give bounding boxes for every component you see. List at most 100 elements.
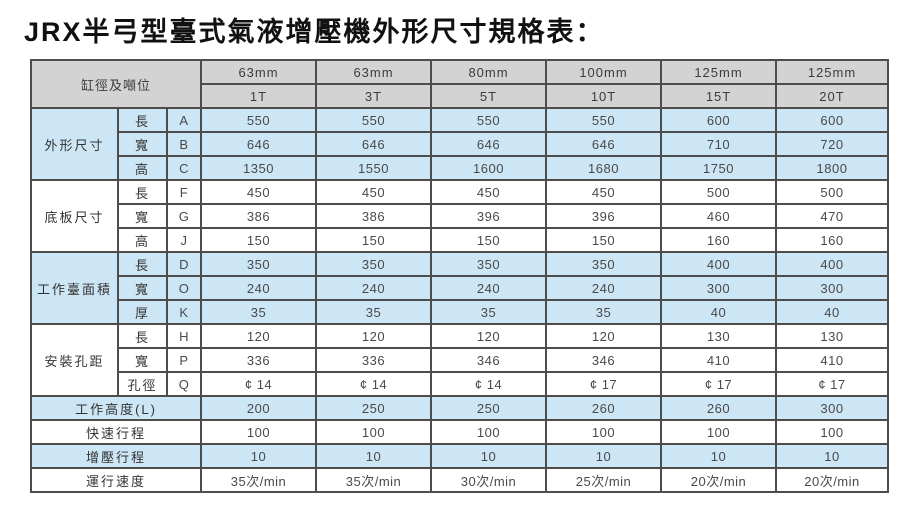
table-cell: 470 [775,203,889,229]
table-cell: 240 [545,275,663,301]
row-group-label: 工作臺面積 [30,251,119,325]
table-cell: 396 [545,203,663,229]
table-row: 工作臺面積 長 D 350 350 350 350 400 400 [30,251,889,325]
dim-label: 寬 [117,131,168,157]
table-cell: 250 [315,395,433,421]
table-cell: 300 [660,275,778,301]
table-cell: 350 [430,251,548,277]
table-cell: 336 [315,347,433,373]
table-cell: 10 [430,443,548,469]
table-cell: 100 [545,419,663,445]
table-cell: 410 [660,347,778,373]
table-row: 增壓行程 10 10 10 10 10 10 [29,443,889,469]
dim-label: 寬 [117,347,168,373]
table-cell: 10 [775,443,889,469]
table-cell: 100 [660,419,778,445]
dim-label: 長 [117,323,168,349]
tonnage-header: 1T [200,83,318,109]
table-cell: 710 [660,131,778,157]
code-label: G [165,203,203,229]
tonnage-header: 3T [315,83,433,109]
code-label: D [165,251,203,277]
spec-table: 缸徑及噸位 63mm 63mm 80mm 100mm 125mm 125mm 1… [29,59,889,493]
bore-header: 63mm [315,59,433,85]
table-cell: 646 [200,131,318,157]
table-cell: 130 [775,323,889,349]
table-cell: ¢ 14 [315,371,433,397]
table-cell: 35 [545,299,663,325]
bore-header: 100mm [545,59,663,85]
dim-label: 寬 [117,203,168,229]
code-label: H [165,323,203,349]
table-cell: 120 [430,323,548,349]
table-cell: 120 [315,323,433,349]
tonnage-header: 15T [660,83,778,109]
table-cell: 130 [660,323,778,349]
summary-row-label: 工作高度(L) [29,395,203,421]
table-cell: 550 [545,107,663,133]
dim-label: 厚 [117,299,168,325]
table-cell: 240 [430,275,548,301]
bore-header: 80mm [430,59,548,85]
table-cell: 1800 [775,155,889,181]
table-row: 工作高度(L) 200 250 250 260 260 300 [29,395,889,421]
code-label: Q [165,371,203,397]
table-cell: 35 [200,299,318,325]
code-label: P [165,347,203,373]
table-cell: 400 [660,251,778,277]
table-cell: 346 [430,347,548,373]
tonnage-header: 20T [775,83,889,109]
table-cell: 646 [315,131,433,157]
row-group-label: 安裝孔距 [30,323,119,397]
table-cell: 260 [545,395,663,421]
table-cell: 646 [545,131,663,157]
table-row: 厚 K 35 35 35 35 40 40 [31,299,889,325]
bore-header: 125mm [660,59,778,85]
table-cell: 350 [200,251,318,277]
table-cell: 450 [315,179,433,205]
dim-label: 長 [117,251,168,277]
table-cell: 350 [315,251,433,277]
table-cell: ¢ 17 [660,371,778,397]
table-cell: 550 [200,107,318,133]
table-cell: 10 [545,443,663,469]
dim-label: 長 [117,179,168,205]
dim-label: 長 [117,107,168,133]
table-cell: 35 [430,299,548,325]
table-cell: 350 [545,251,663,277]
table-cell: 35次/min [200,467,318,493]
table-cell: 410 [775,347,889,373]
table-cell: 386 [315,203,433,229]
table-cell: 1350 [200,155,318,181]
table-cell: 20次/min [775,467,889,493]
table-cell: 500 [660,179,778,205]
table-cell: 100 [430,419,548,445]
table-cell: 35 [315,299,433,325]
table-cell: 450 [545,179,663,205]
row-group-label: 底板尺寸 [30,179,119,253]
table-cell: 150 [430,227,548,253]
table-row: 運行速度 35次/min 35次/min 30次/min 25次/min 20次… [29,467,889,493]
table-cell: 150 [315,227,433,253]
code-label: O [165,275,203,301]
tonnage-header: 5T [430,83,548,109]
table-cell: 260 [660,395,778,421]
table-cell: 600 [660,107,778,133]
table-row: 安裝孔距 長 H 120 120 120 120 130 130 [30,323,889,397]
code-label: K [165,299,203,325]
header-row-bore: 缸徑及噸位 63mm 63mm 80mm 100mm 125mm 125mm [29,59,889,109]
table-cell: 200 [200,395,318,421]
table-row: 孔徑 Q ¢ 14 ¢ 14 ¢ 14 ¢ 17 ¢ 17 ¢ 17 [31,371,889,397]
table-cell: 25次/min [545,467,663,493]
dim-label: 孔徑 [117,371,168,397]
table-cell: 500 [775,179,889,205]
table-cell: 550 [315,107,433,133]
table-cell: 10 [660,443,778,469]
table-row: 外形尺寸 長 A 550 550 550 550 600 600 [30,107,889,181]
table-cell: 40 [660,299,778,325]
table-cell: 720 [775,131,889,157]
table-cell: 300 [775,275,889,301]
table-cell: 30次/min [430,467,548,493]
table-cell: 600 [775,107,889,133]
code-label: C [165,155,203,181]
